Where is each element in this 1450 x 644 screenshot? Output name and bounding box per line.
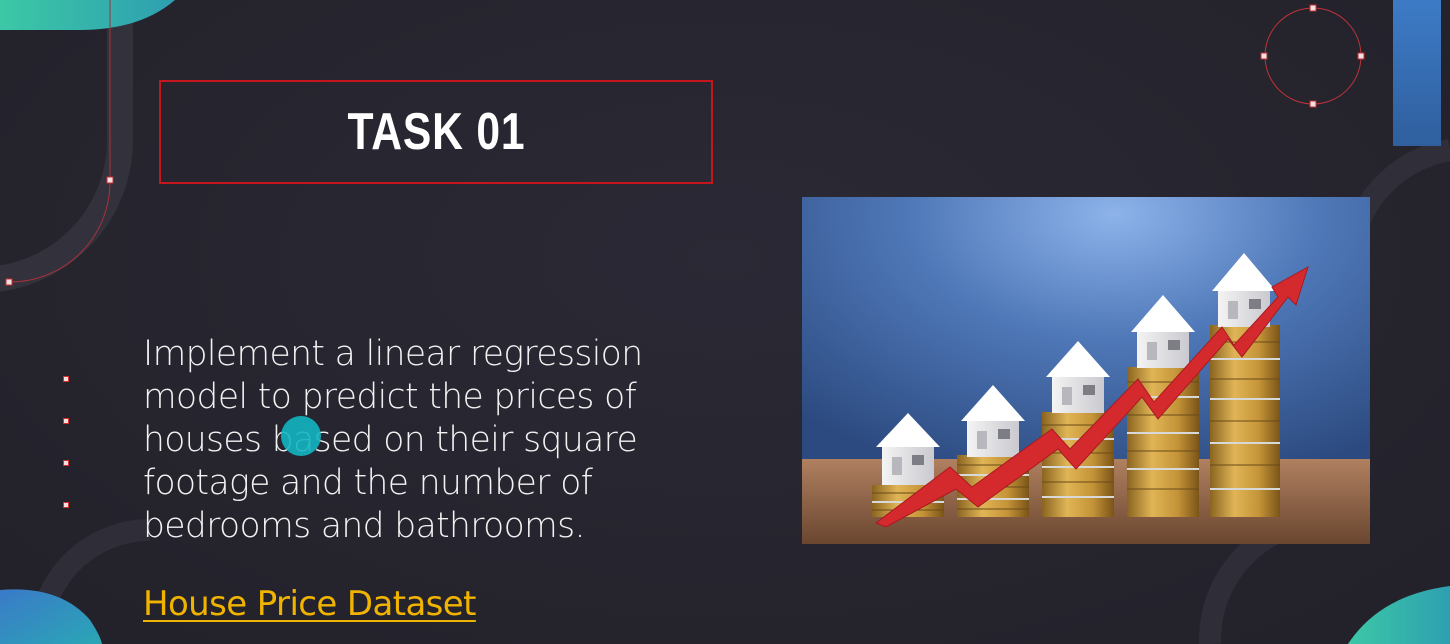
teal-corner-shape-bottom <box>1348 586 1450 644</box>
house <box>876 413 940 485</box>
bullet-dot <box>63 418 69 424</box>
circle-node <box>1260 52 1268 60</box>
title-box: TASK 01 <box>159 80 713 184</box>
house-price-illustration <box>802 197 1370 544</box>
blue-bar <box>1393 0 1441 146</box>
teal-corner-shape <box>0 0 175 30</box>
description-line: model to predict the prices of <box>143 377 637 417</box>
house <box>1131 295 1195 368</box>
coin-stack <box>1210 325 1280 517</box>
houses-on-coins-image <box>802 197 1370 544</box>
red-circle <box>1264 7 1362 105</box>
faint-arc-left <box>0 0 133 292</box>
arc-node <box>106 176 114 184</box>
circle-node <box>1309 4 1317 12</box>
description-line: footage and the number of <box>143 463 593 503</box>
cursor-highlight <box>281 416 321 456</box>
description-line: Implement a linear regression <box>143 334 643 374</box>
house <box>1046 341 1110 413</box>
bullet-dot <box>63 460 69 466</box>
circle-node <box>1309 100 1317 108</box>
dataset-link[interactable]: House Price Dataset <box>143 584 476 624</box>
task-description: Implement a linear regression model to p… <box>143 333 743 548</box>
slide-title: TASK 01 <box>347 103 525 161</box>
house <box>961 385 1025 457</box>
red-arc-left <box>9 0 111 283</box>
rising-arrow-icon <box>874 265 1309 528</box>
blue-corner-shape <box>0 589 102 644</box>
description-line: bedrooms and bathrooms. <box>143 506 586 546</box>
description-line: houses based on their square <box>143 420 638 460</box>
circle-node <box>1357 52 1365 60</box>
bullet-dot <box>63 502 69 508</box>
bullet-dot <box>63 376 69 382</box>
arc-node <box>5 278 13 286</box>
